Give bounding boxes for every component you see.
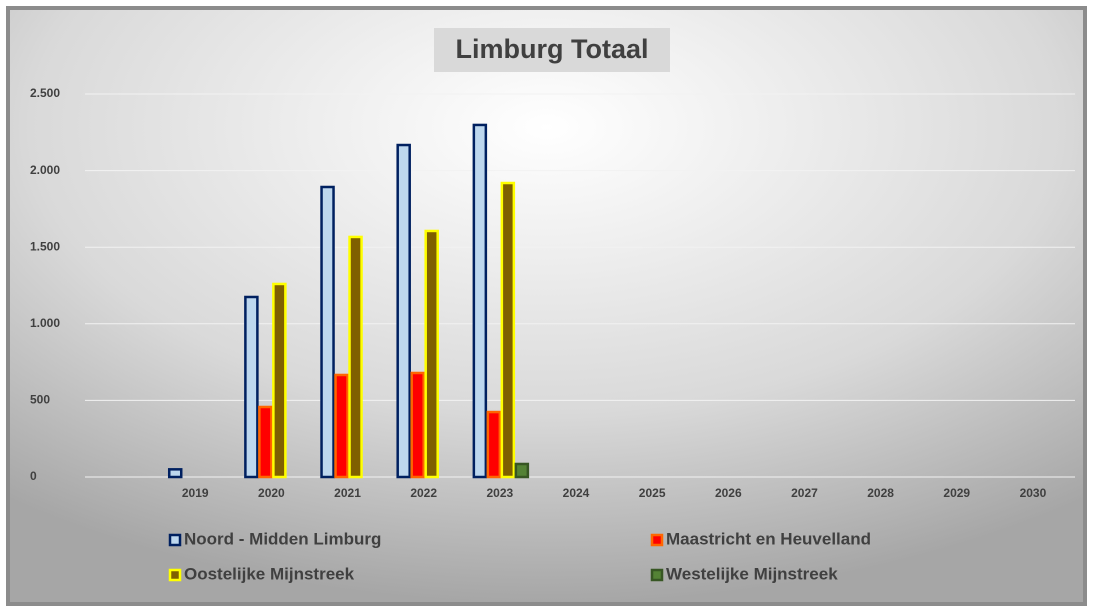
- y-tick-label: 2.500: [30, 86, 60, 100]
- x-tick-label: 2023: [486, 486, 513, 500]
- x-tick-label: 2021: [334, 486, 361, 500]
- legend-swatch: [168, 533, 182, 547]
- bar: [334, 373, 349, 479]
- x-tick-label: 2027: [791, 486, 818, 500]
- x-tick-label: 2030: [1020, 486, 1047, 500]
- bar: [258, 405, 273, 479]
- bar: [396, 143, 411, 479]
- y-tick-label: 1.000: [30, 316, 60, 330]
- y-tick-label: 1.500: [30, 239, 60, 253]
- x-tick-label: 2024: [563, 486, 590, 500]
- chart-title: Limburg Totaal: [456, 34, 649, 64]
- bar: [486, 410, 502, 479]
- legend-swatch: [650, 568, 664, 582]
- bar: [167, 468, 183, 479]
- x-tick-label: 2026: [715, 486, 742, 500]
- legend-swatch: [650, 533, 664, 547]
- bar: [500, 181, 516, 479]
- bar: [472, 123, 488, 479]
- chart-area: [6, 6, 1087, 606]
- legend-label: Maastricht en Heuvelland: [666, 529, 871, 548]
- x-tick-label: 2028: [867, 486, 894, 500]
- bar: [410, 371, 425, 479]
- legend-swatch: [168, 568, 182, 582]
- legend-label: Oostelijke Mijnstreek: [184, 564, 355, 583]
- x-tick-label: 2020: [258, 486, 285, 500]
- y-tick-label: 2.000: [30, 163, 60, 177]
- y-tick-label: 0: [30, 469, 37, 483]
- bar: [514, 462, 530, 479]
- bar: [320, 185, 335, 479]
- legend-label: Noord - Midden Limburg: [184, 529, 381, 548]
- bar: [424, 229, 439, 479]
- y-tick-label: 500: [30, 393, 50, 407]
- title-box: [434, 28, 670, 72]
- x-tick-label: 2019: [182, 486, 209, 500]
- x-tick-label: 2029: [943, 486, 970, 500]
- bar: [272, 282, 287, 479]
- bar: [348, 235, 363, 479]
- bar: [244, 295, 259, 479]
- x-tick-label: 2022: [410, 486, 437, 500]
- legend-label: Westelijke Mijnstreek: [666, 564, 838, 583]
- x-tick-label: 2025: [639, 486, 666, 500]
